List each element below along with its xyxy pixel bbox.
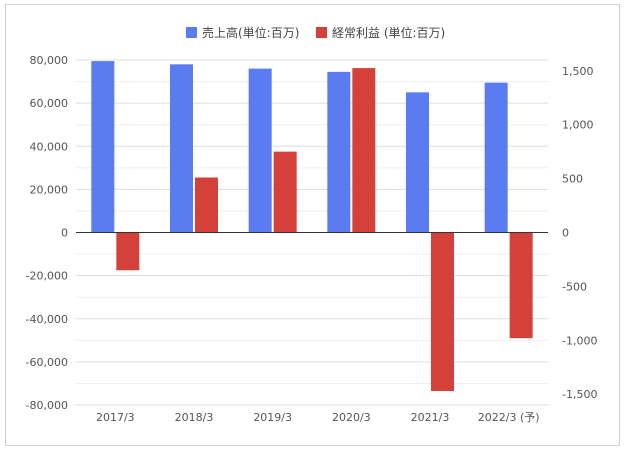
- left-tick-label: -60,000: [26, 356, 68, 369]
- bar-sales-1: [170, 64, 193, 233]
- right-tick-label: 500: [562, 173, 583, 186]
- legend-label-1: 経常利益 (単位:百万): [332, 25, 445, 40]
- bar-sales-2: [248, 68, 272, 233]
- bar-sales-3: [327, 71, 351, 233]
- bar-profit-0: [116, 232, 140, 271]
- left-tick-label: 0: [61, 227, 68, 240]
- right-axis: 1,500 1,000 500 0 -500 -1,000 -1,500: [562, 65, 597, 401]
- left-tick-label: 40,000: [30, 140, 69, 153]
- bar-profit-2: [273, 151, 297, 233]
- left-tick-label: -20,000: [26, 270, 68, 283]
- bar-profit-3: [352, 68, 376, 233]
- left-tick-label: 80,000: [30, 54, 69, 67]
- x-tick-label: 2017/3: [96, 411, 135, 424]
- left-axis: 80,000 60,000 40,000 20,000 0 -20,000 -40,000 -…: [26, 54, 68, 412]
- right-tick-label: 0: [562, 227, 569, 240]
- legend: 売上高(単位:百万) 経常利益 (単位:百万): [186, 25, 445, 40]
- bar-profit-1: [195, 177, 218, 233]
- right-tick-label: -1,000: [562, 334, 597, 347]
- gridlines: [76, 59, 548, 406]
- right-tick-label: -1,500: [562, 388, 597, 401]
- legend-swatch-1: [316, 27, 327, 38]
- bar-sales-0: [91, 61, 115, 233]
- left-tick-label: 60,000: [30, 97, 69, 110]
- bar-profit-4: [431, 232, 454, 391]
- bars: [91, 61, 533, 391]
- left-tick-label: -80,000: [26, 399, 68, 412]
- legend-label-0: 売上高(単位:百万): [202, 25, 299, 40]
- x-tick-label: 2019/3: [253, 411, 292, 424]
- bar-profit-5: [509, 232, 533, 339]
- right-tick-label: -500: [562, 280, 587, 293]
- right-tick-label: 1,500: [562, 65, 594, 78]
- left-tick-label: -40,000: [26, 313, 68, 326]
- x-tick-label: 2021/3: [411, 411, 450, 424]
- right-tick-label: 1,000: [562, 119, 594, 132]
- left-tick-label: 20,000: [30, 183, 69, 196]
- legend-swatch-0: [186, 27, 197, 38]
- x-axis: 2017/3 2018/3 2019/3 2020/3 2021/3 2022/3 (予): [96, 411, 540, 424]
- bar-sales-5: [484, 82, 508, 233]
- x-tick-label: 2018/3: [175, 411, 214, 424]
- x-tick-label: 2022/3 (予): [478, 411, 540, 424]
- x-tick-label: 2020/3: [332, 411, 371, 424]
- bar-sales-4: [406, 92, 429, 233]
